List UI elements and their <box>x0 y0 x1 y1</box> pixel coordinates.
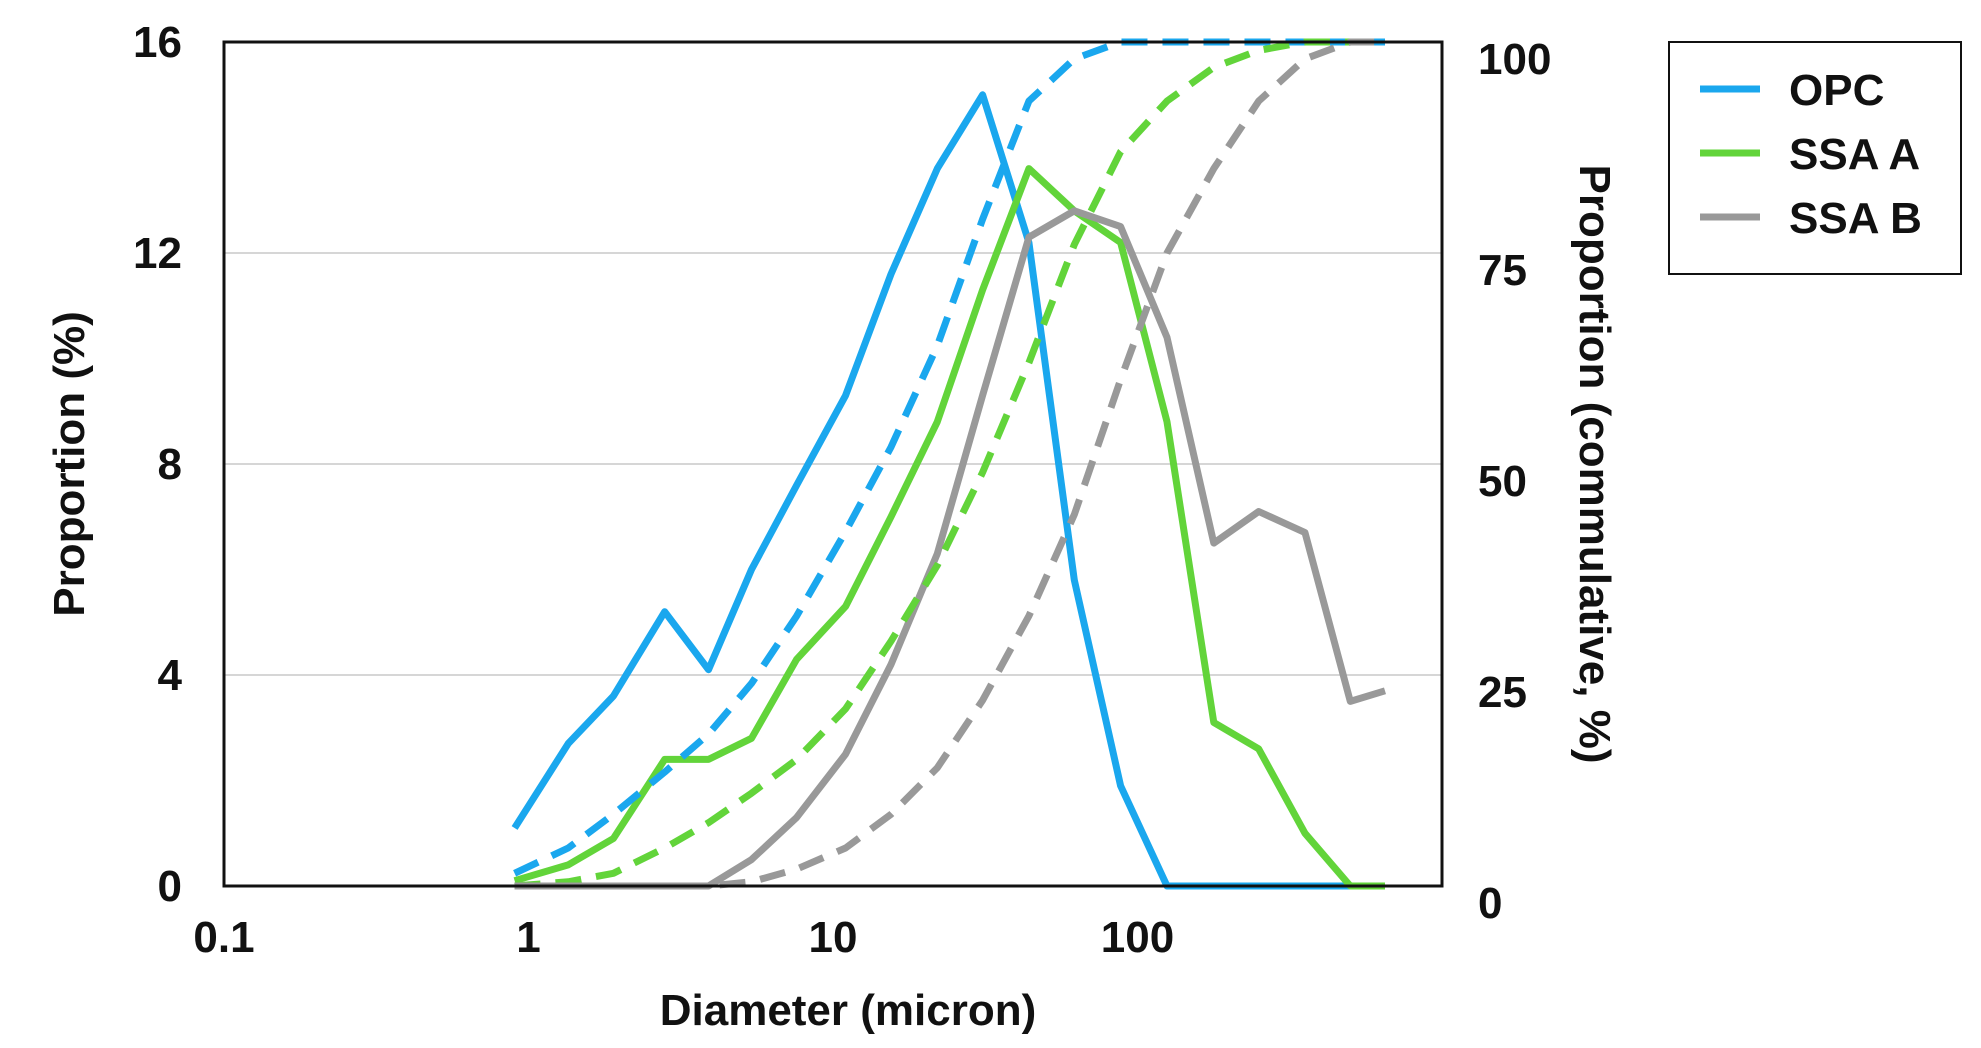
legend-label: SSA B <box>1789 194 1922 243</box>
y-tick-label: 4 <box>158 651 183 700</box>
y-tick-label: 16 <box>133 18 182 67</box>
x-tick-label: 10 <box>809 913 858 962</box>
y2-axis-title: Proportion (commulative, %) <box>1570 165 1619 764</box>
x-axis-title: Diameter (micron) <box>660 986 1037 1035</box>
y2-tick-label: 100 <box>1478 35 1551 84</box>
y-axis-title: Proportion (%) <box>45 311 94 617</box>
gridlines <box>224 252 1442 676</box>
axis-ticks: 0.1 1 10 100 0 4 8 12 16 0 25 50 75 100 <box>133 18 1551 962</box>
y-tick-label: 8 <box>158 440 182 489</box>
y-tick-label: 0 <box>158 862 182 911</box>
y-tick-label: 12 <box>133 229 182 278</box>
legend: OPC SSA A SSA B <box>1668 41 1962 275</box>
y2-tick-label: 75 <box>1478 246 1527 295</box>
legend-label: SSA A <box>1789 130 1920 179</box>
x-tick-label: 0.1 <box>193 913 254 962</box>
series-line-ssa-a-cumulative <box>514 38 1385 890</box>
y2-tick-label: 0 <box>1478 879 1502 928</box>
y2-tick-label: 50 <box>1478 457 1527 506</box>
y2-tick-label: 25 <box>1478 668 1527 717</box>
series-line-ssa-a <box>513 165 1385 890</box>
series-line-ssa-b-cumulative <box>514 38 1385 890</box>
plot-area-frame <box>222 40 1444 888</box>
x-tick-label: 1 <box>516 913 540 962</box>
legend-box <box>1668 41 1962 275</box>
legend-label: OPC <box>1789 66 1884 115</box>
x-tick-label: 100 <box>1101 913 1174 962</box>
series-line-opc <box>511 91 1385 890</box>
